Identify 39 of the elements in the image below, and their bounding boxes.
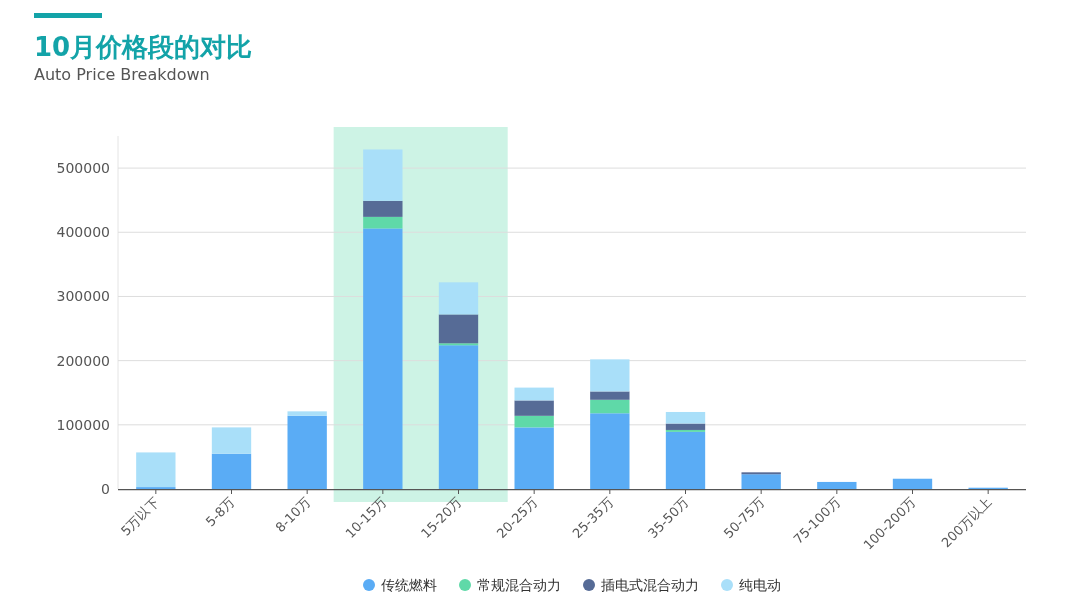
chart-title: 10月价格段的对比 <box>34 32 253 62</box>
chart-subtitle: Auto Price Breakdown <box>34 65 210 84</box>
bar <box>287 415 327 489</box>
bar <box>514 400 554 416</box>
bar <box>363 228 403 489</box>
y-tick-label: 0 <box>101 481 110 497</box>
bar <box>590 359 630 392</box>
bar <box>665 431 706 489</box>
y-tick-label: 500000 <box>56 160 110 177</box>
bar <box>590 399 630 414</box>
y-tick-label: 300000 <box>56 288 110 305</box>
y-tick-label: 100000 <box>56 416 110 433</box>
legend-label: 插电式混合动力 <box>601 577 699 593</box>
y-tick-label: 400000 <box>56 224 110 241</box>
bar <box>514 415 554 428</box>
bar <box>892 478 933 489</box>
bar <box>817 481 857 489</box>
bar <box>136 452 176 488</box>
x-tick-label: 5万以下 <box>117 494 162 539</box>
bar <box>438 314 479 344</box>
y-tick-label: 200000 <box>56 352 110 369</box>
bar <box>438 345 479 489</box>
bar <box>514 427 554 489</box>
bar <box>741 474 781 489</box>
bar <box>665 423 706 430</box>
bar <box>514 387 554 401</box>
bar <box>438 282 479 315</box>
bar <box>590 391 630 400</box>
legend-label: 纯电动 <box>739 577 781 593</box>
bar <box>363 216 403 229</box>
bar <box>211 427 252 454</box>
bar <box>363 149 403 201</box>
bar <box>287 411 327 416</box>
bar <box>590 413 630 489</box>
bar <box>211 453 252 489</box>
bar <box>665 411 706 424</box>
bar <box>363 200 403 217</box>
legend-label: 传统燃料 <box>381 577 437 593</box>
legend-label: 常规混合动力 <box>477 577 561 593</box>
